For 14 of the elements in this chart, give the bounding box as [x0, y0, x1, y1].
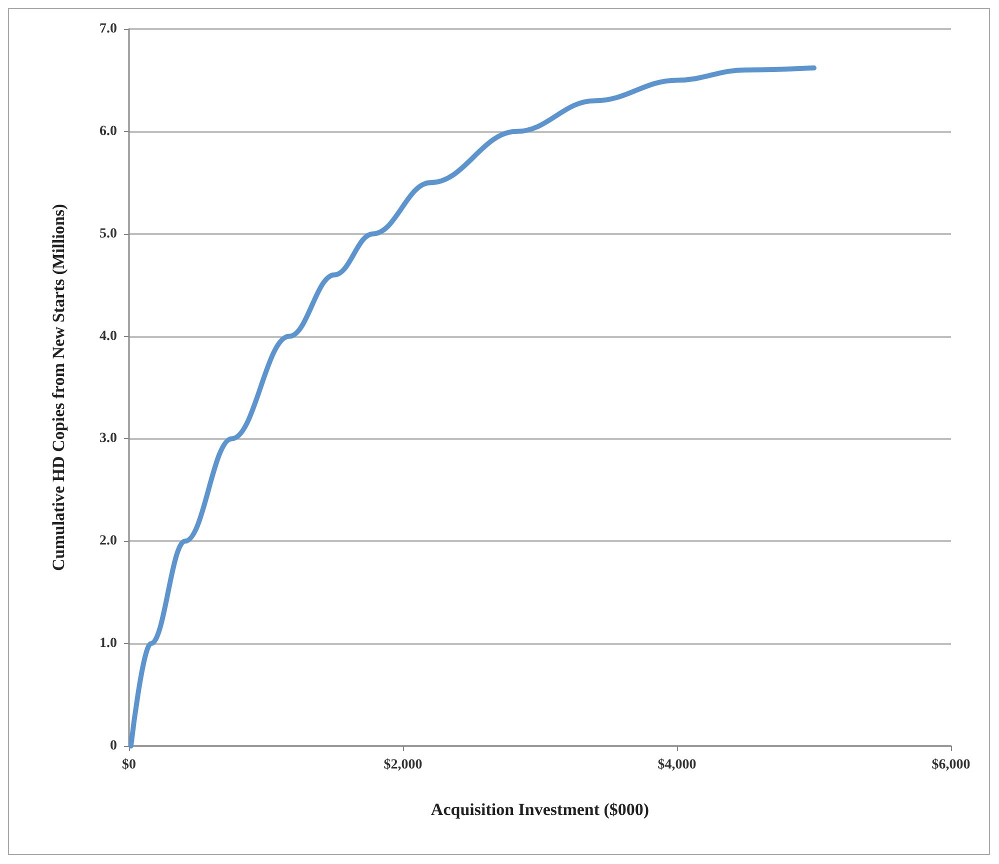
y-tick-label: 3.0 [100, 431, 117, 446]
y-tick-label: 1.0 [100, 636, 117, 652]
x-tick-label: $0 [122, 758, 136, 772]
x-tick-label: $6,000 [932, 758, 970, 772]
x-tick-label: $2,000 [384, 758, 422, 772]
y-tick-label: 6.0 [100, 124, 117, 139]
y-axis-title: Cumulative HD Copies from New Starts (Millions) [49, 204, 68, 572]
x-axis-title: Acquisition Investment ($000) [430, 800, 650, 819]
y-tick-label: 2.0 [100, 534, 117, 549]
y-tick-label: 5.0 [100, 226, 117, 242]
x-tick-label: $4,000 [658, 758, 696, 772]
y-tick-label: 0 [110, 738, 117, 754]
y-tick-label: 4.0 [100, 328, 117, 344]
y-tick-label: 7.0 [100, 22, 117, 36]
